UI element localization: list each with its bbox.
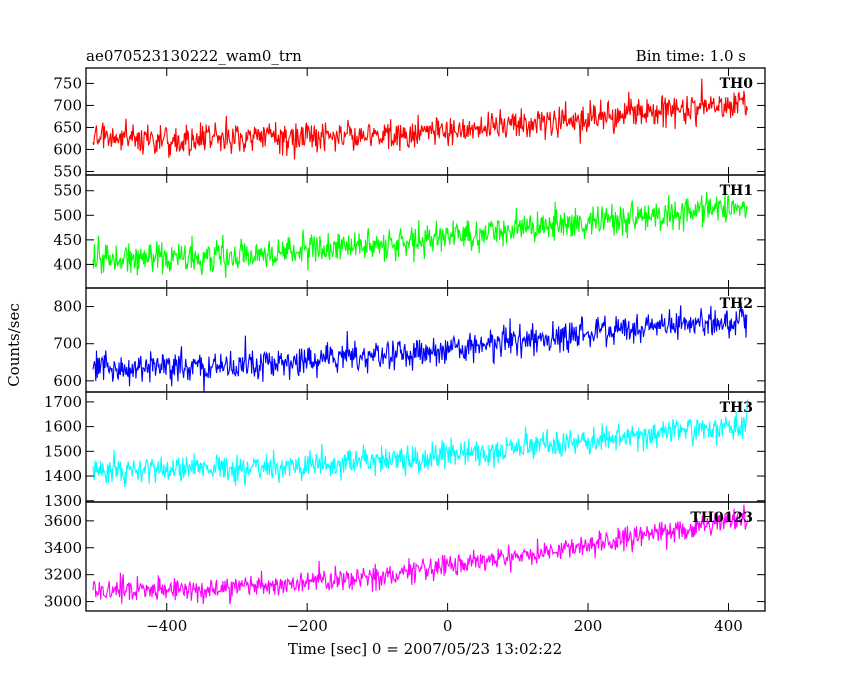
panel-frame-th0123 — [85, 501, 766, 612]
panel-label-th2: TH2 — [720, 296, 753, 312]
x-tick-label: −200 — [287, 617, 328, 635]
series-line-th0123 — [92, 504, 748, 605]
y-tick-label: 500 — [53, 206, 82, 224]
y-tick-label: 1700 — [44, 393, 82, 411]
y-tick-label: 750 — [53, 74, 82, 92]
y-tick-label: 800 — [53, 298, 82, 316]
y-tick-label: 3600 — [44, 512, 82, 530]
y-tick-label: 550 — [53, 162, 82, 180]
y-axis-label: Counts/sec — [5, 303, 23, 387]
x-axis-label: Time [sec] 0 = 2007/05/23 13:02:22 — [288, 640, 562, 658]
y-tick-label: 1300 — [44, 492, 82, 510]
y-tick-label: 600 — [53, 140, 82, 158]
series-line-th2 — [92, 302, 748, 392]
panel-frame-th3 — [85, 391, 766, 503]
x-tick-label: 400 — [714, 617, 743, 635]
y-tick-label: 3000 — [44, 593, 82, 611]
panel-label-th3: TH3 — [720, 400, 753, 416]
series-line-th3 — [92, 399, 748, 488]
y-tick-label: 3400 — [44, 539, 82, 557]
x-tick-label: 0 — [443, 617, 453, 635]
series-line-th0 — [92, 78, 748, 160]
y-tick-label: 450 — [53, 231, 82, 249]
y-tick-label: 600 — [53, 372, 82, 390]
panel-label-th1: TH1 — [720, 183, 753, 199]
observation-title: ae070523130222_wam0_trn — [86, 47, 302, 65]
panel-label-th0123: TH0123 — [690, 510, 753, 526]
bin-time-label: Bin time: 1.0 s — [636, 47, 746, 65]
y-tick-label: 550 — [53, 182, 82, 200]
y-tick-label: 1400 — [44, 467, 82, 485]
y-tick-label: 650 — [53, 118, 82, 136]
y-tick-label: 3200 — [44, 566, 82, 584]
panels-group: 550 600 650 700 750 TH0 400 450 500 550 TH1 600 700 8… — [44, 67, 766, 635]
y-tick-label: 1500 — [44, 442, 82, 460]
x-tick-label: 200 — [574, 617, 603, 635]
y-tick-label: 400 — [53, 255, 82, 273]
series-line-th1 — [92, 192, 748, 278]
y-tick-label: 1600 — [44, 418, 82, 436]
panel-label-th0: TH0 — [720, 76, 754, 92]
y-tick-label: 700 — [53, 335, 82, 353]
x-tick-label: −400 — [146, 617, 187, 635]
y-tick-label: 700 — [53, 96, 82, 114]
